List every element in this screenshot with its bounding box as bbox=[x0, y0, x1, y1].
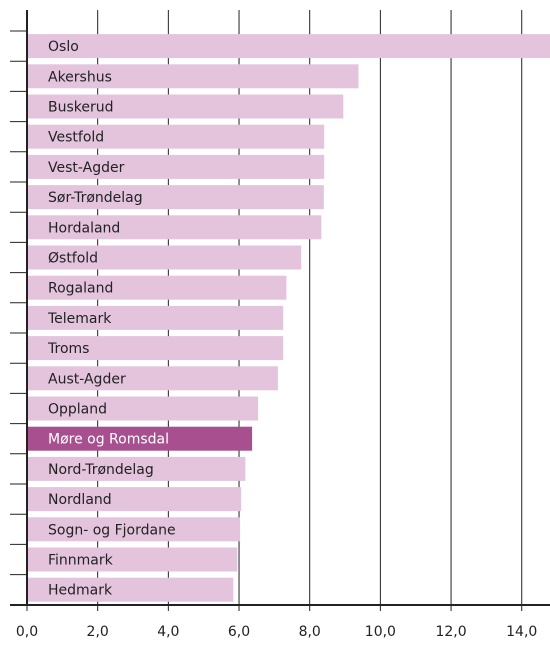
bar bbox=[27, 124, 325, 149]
bar-label: Telemark bbox=[47, 311, 112, 327]
bar bbox=[27, 366, 278, 391]
bar bbox=[27, 64, 359, 89]
bar-label: Møre og Romsdal bbox=[48, 432, 169, 448]
x-tick-label: 4,0 bbox=[157, 624, 179, 640]
bar-label: Oslo bbox=[48, 39, 79, 55]
bar bbox=[27, 94, 344, 119]
bar-label: Buskerud bbox=[48, 100, 114, 116]
bar-label: Aust-Agder bbox=[48, 371, 126, 387]
bar bbox=[27, 154, 325, 179]
x-tick-label: 0,0 bbox=[16, 624, 38, 640]
x-tick-label: 6,0 bbox=[228, 624, 250, 640]
bar bbox=[27, 275, 287, 300]
x-tick-label: 12,0 bbox=[435, 624, 466, 640]
bar-label: Troms bbox=[47, 341, 89, 357]
bar-label: Nord-Trøndelag bbox=[48, 462, 154, 478]
bar bbox=[27, 396, 259, 421]
x-tick-label: 10,0 bbox=[365, 624, 396, 640]
bar bbox=[27, 547, 238, 572]
bar-label: Akershus bbox=[48, 69, 112, 85]
bar-label: Østfold bbox=[48, 251, 98, 267]
bar bbox=[27, 34, 550, 59]
bar-label: Hedmark bbox=[48, 583, 113, 599]
bar-label: Nordland bbox=[48, 492, 112, 508]
x-tick-label: 14,0 bbox=[506, 624, 537, 640]
bar-label: Sør-Trøndelag bbox=[48, 190, 143, 206]
bar-label: Sogn- og Fjordane bbox=[48, 522, 176, 538]
bar-label: Hordaland bbox=[48, 220, 120, 236]
bar bbox=[27, 456, 246, 481]
bar bbox=[27, 215, 322, 240]
bar-label: Rogaland bbox=[48, 281, 113, 297]
bar bbox=[27, 336, 284, 361]
bar bbox=[27, 426, 253, 451]
bar bbox=[27, 487, 242, 512]
bar bbox=[27, 577, 234, 602]
bar-label: Vestfold bbox=[48, 130, 104, 146]
x-tick-label: 8,0 bbox=[299, 624, 321, 640]
bar-label: Vest-Agder bbox=[48, 160, 125, 176]
bar bbox=[27, 245, 302, 270]
x-tick-label: 2,0 bbox=[87, 624, 109, 640]
bar-label: Finnmark bbox=[48, 553, 114, 569]
bar bbox=[27, 185, 324, 210]
bar-label: Oppland bbox=[48, 402, 107, 418]
bar bbox=[27, 305, 284, 330]
bar bbox=[27, 517, 241, 542]
